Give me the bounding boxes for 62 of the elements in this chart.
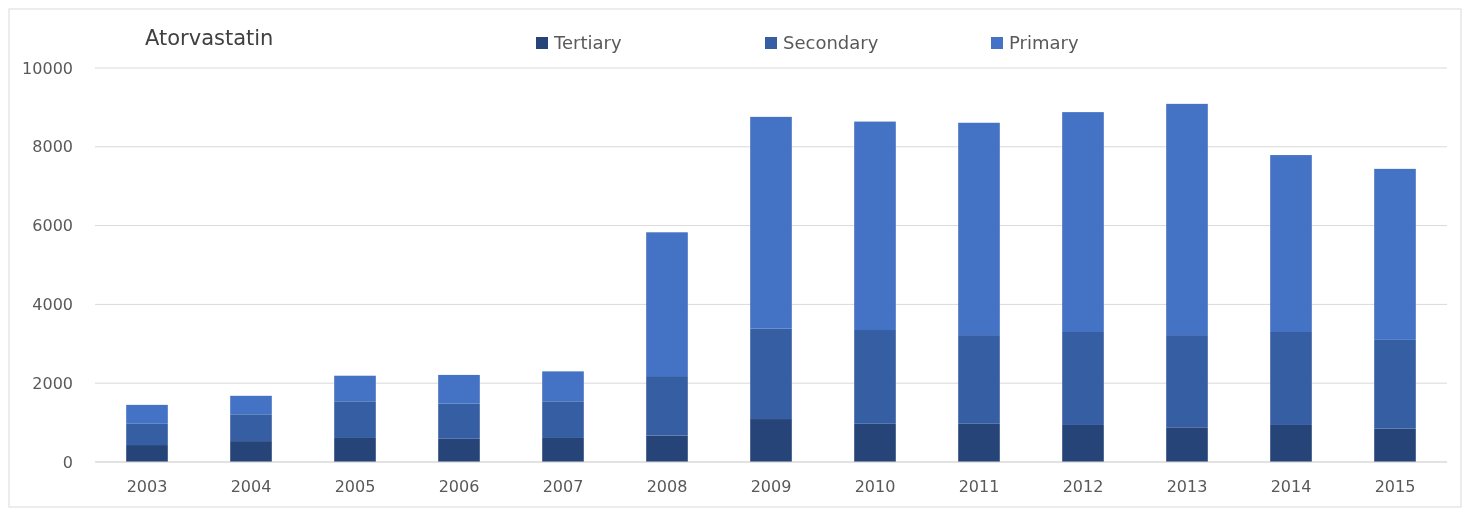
bar bbox=[1166, 427, 1208, 462]
x-tick-label: 2014 bbox=[1270, 477, 1312, 496]
y-tick-label: 6000 bbox=[32, 216, 73, 236]
bar bbox=[1374, 339, 1416, 429]
x-tick-label: 2008 bbox=[646, 477, 688, 496]
bar bbox=[542, 437, 584, 462]
bar bbox=[230, 414, 272, 442]
bar bbox=[1270, 331, 1312, 425]
x-tick-label: 2007 bbox=[542, 477, 584, 496]
bar bbox=[1374, 168, 1416, 340]
bar bbox=[750, 419, 792, 462]
bar bbox=[750, 328, 792, 420]
chart-title: Atorvastatin bbox=[145, 26, 274, 50]
bar bbox=[126, 404, 168, 424]
y-tick-label: 4000 bbox=[32, 295, 73, 314]
bar bbox=[126, 423, 168, 446]
bar bbox=[646, 435, 688, 462]
y-tick-label: 0 bbox=[62, 452, 73, 472]
bar bbox=[854, 330, 896, 424]
x-tick-label: 2012 bbox=[1062, 477, 1104, 496]
bar bbox=[126, 445, 168, 462]
y-tick-label: 10000 bbox=[22, 58, 73, 78]
bar bbox=[750, 116, 792, 329]
bar bbox=[334, 375, 376, 402]
bar bbox=[1374, 428, 1416, 462]
y-tick-label: 8000 bbox=[32, 137, 73, 157]
x-tick-label: 2006 bbox=[438, 477, 480, 496]
bar bbox=[438, 438, 480, 462]
bar bbox=[854, 423, 896, 462]
bar bbox=[646, 232, 688, 377]
bar bbox=[230, 395, 272, 415]
x-tick-label: 2005 bbox=[334, 477, 376, 496]
bar bbox=[958, 423, 1000, 462]
bar bbox=[542, 371, 584, 402]
x-tick-label: 2010 bbox=[854, 477, 896, 496]
bar bbox=[1062, 424, 1104, 462]
bar bbox=[958, 335, 1000, 424]
x-tick-label: 2013 bbox=[1166, 477, 1208, 496]
y-tick-label: 2000 bbox=[32, 373, 73, 393]
legend-label: Secondary bbox=[783, 32, 879, 53]
x-tick-label: 2009 bbox=[750, 477, 792, 496]
bar bbox=[1270, 155, 1312, 332]
x-tick-label: 2004 bbox=[230, 477, 272, 496]
x-tick-label: 2011 bbox=[958, 477, 1000, 496]
bar bbox=[1270, 424, 1312, 462]
bar bbox=[334, 437, 376, 462]
x-tick-label: 2015 bbox=[1374, 477, 1416, 496]
bar bbox=[230, 441, 272, 462]
bar bbox=[1062, 331, 1104, 425]
bar bbox=[1166, 335, 1208, 428]
legend-label: Tertiary bbox=[553, 32, 622, 53]
x-tick-label: 2003 bbox=[126, 477, 168, 496]
legend-label: Primary bbox=[1009, 32, 1079, 53]
bar bbox=[1166, 103, 1208, 336]
bar bbox=[542, 401, 584, 438]
bar bbox=[1062, 112, 1104, 332]
bar bbox=[438, 403, 480, 439]
bar bbox=[854, 121, 896, 331]
bar bbox=[334, 401, 376, 438]
bar bbox=[438, 374, 480, 404]
bar bbox=[646, 376, 688, 436]
bar bbox=[958, 122, 1000, 336]
